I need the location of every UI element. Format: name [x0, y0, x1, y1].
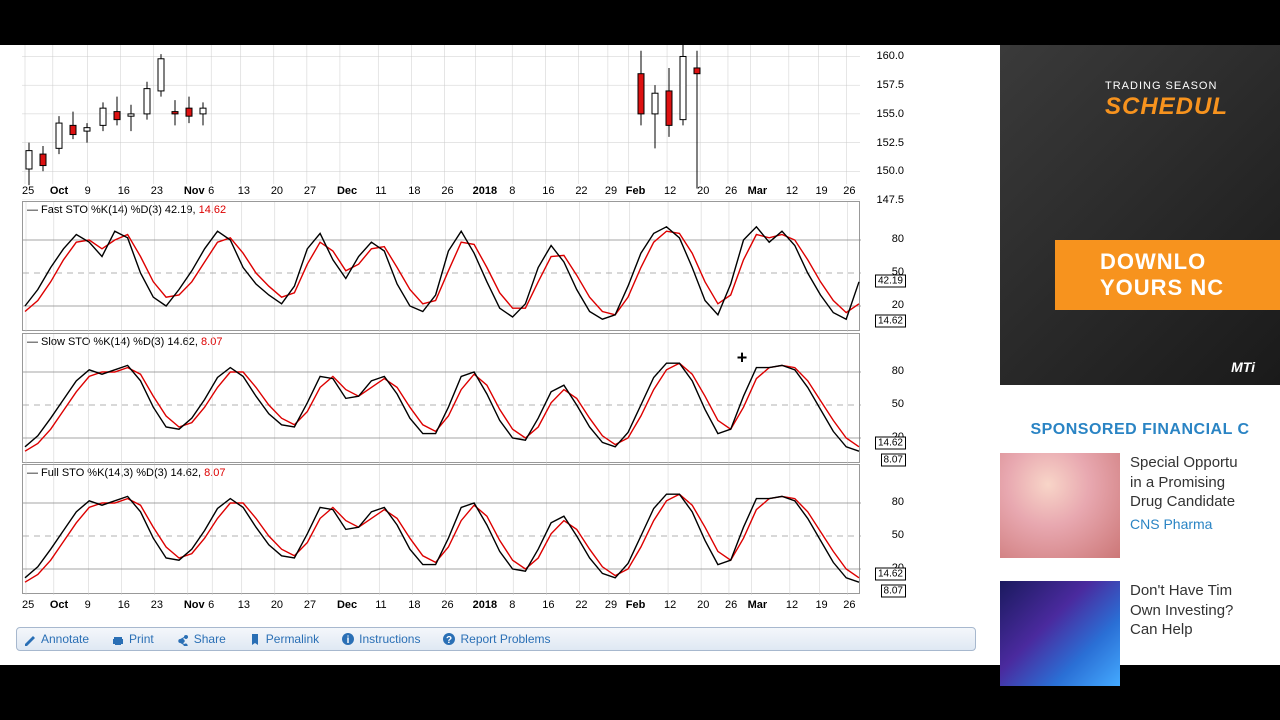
fast-d-value-box: 14.62 [875, 314, 906, 327]
ad-btn-line1: DOWNLO [1100, 249, 1280, 275]
price-yaxis: 147.5150.0152.5155.0157.5160.0 [860, 45, 906, 200]
ad-logo: MTi [1231, 359, 1255, 375]
toolbar-label: Instructions [359, 632, 420, 646]
full-k-value-box: 14.62 [875, 567, 906, 580]
print-button[interactable]: Print [111, 632, 154, 646]
slow-sto-panel[interactable]: — Slow STO %K(14) %D(3) 14.62, 8.07 [22, 333, 860, 463]
share-button[interactable]: Share [176, 632, 226, 646]
svg-text:i: i [347, 635, 350, 646]
toolbar-label: Share [194, 632, 226, 646]
sponsored-header: SPONSORED FINANCIAL C [1000, 421, 1280, 439]
printer-icon [111, 632, 125, 646]
sponsored-title: Don't Have TimOwn Investing?Can Help [1130, 581, 1233, 640]
ad-top-text: TRADING SEASON [1105, 80, 1217, 92]
sponsored-thumb [1000, 453, 1120, 558]
fast-yaxis: 20508042.1914.62 [860, 201, 906, 331]
full-sto-panel[interactable]: — Full STO %K(14,3) %D(3) 14.62, 8.07 [22, 464, 860, 594]
info-icon: i [341, 632, 355, 646]
full-yaxis: 20508014.628.07 [860, 464, 906, 594]
help-icon: ? [442, 632, 456, 646]
sponsored-item[interactable]: Don't Have TimOwn Investing?Can Help [1000, 581, 1280, 686]
share-icon [176, 632, 190, 646]
slow-yaxis: 20508014.628.07 [860, 333, 906, 463]
sidebar: TRADING SEASON SCHEDUL DOWNLO YOURS NC M… [1000, 45, 1280, 665]
bookmark-icon [248, 632, 262, 646]
instructions-button[interactable]: i Instructions [341, 632, 420, 646]
price-chart-panel[interactable] [22, 45, 860, 200]
chart-toolbar: Annotate Print Share Permalink i Instructions… [16, 627, 976, 651]
slow-k-value-box: 14.62 [875, 436, 906, 449]
report-button[interactable]: ? Report Problems [442, 632, 550, 646]
ad-btn-line2: YOURS NC [1100, 275, 1280, 301]
toolbar-label: Annotate [41, 632, 89, 646]
annotate-button[interactable]: Annotate [23, 632, 89, 646]
svg-text:?: ? [446, 635, 452, 646]
xaxis-top: 25Oct91623Nov6132027Dec11182620188162229… [22, 185, 860, 201]
sponsored-item[interactable]: Special Opportuin a PromisingDrug Candid… [1000, 453, 1280, 558]
full-d-value-box: 8.07 [881, 585, 906, 598]
sponsored-thumb [1000, 581, 1120, 686]
permalink-button[interactable]: Permalink [248, 632, 319, 646]
toolbar-label: Permalink [266, 632, 319, 646]
toolbar-label: Report Problems [460, 632, 550, 646]
pencil-icon [23, 632, 37, 646]
xaxis-bottom: 25Oct91623Nov6132027Dec11182620188162229… [22, 599, 860, 615]
ad-download-button[interactable]: DOWNLO YOURS NC [1055, 240, 1280, 310]
crosshair-cursor: + [737, 347, 748, 368]
fast-sto-panel[interactable]: — Fast STO %K(14) %D(3) 42.19, 14.62 [22, 201, 860, 331]
fast-k-value-box: 42.19 [875, 274, 906, 287]
ad-banner[interactable]: TRADING SEASON SCHEDUL DOWNLO YOURS NC M… [1000, 45, 1280, 385]
chart-container: 147.5150.0152.5155.0157.5160.0 25Oct9162… [16, 45, 906, 655]
sponsored-source: CNS Pharma [1130, 516, 1238, 532]
ad-schedule-text: SCHEDUL [1105, 93, 1228, 121]
toolbar-label: Print [129, 632, 154, 646]
sponsored-title: Special Opportuin a PromisingDrug Candid… [1130, 453, 1238, 512]
